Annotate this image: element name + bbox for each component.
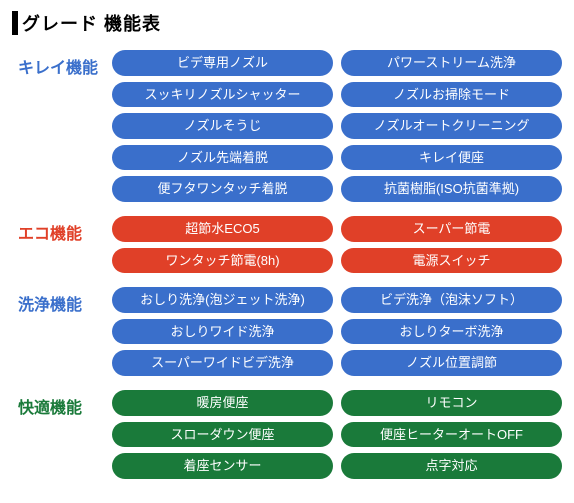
section-label: エコ機能	[12, 216, 112, 244]
feature-pill: 抗菌樹脂(ISO抗菌準拠)	[341, 176, 562, 202]
pill-grid: おしり洗浄(泡ジェット洗浄) ビデ洗浄（泡沫ソフト） おしりワイド洗浄おしりターボ洗…	[112, 287, 562, 376]
feature-pill: ノズルオートクリーニング	[341, 113, 562, 139]
section-label: 快適機能	[12, 390, 112, 418]
feature-pill: ノズルそうじ	[112, 113, 333, 139]
title-accent-bar	[12, 11, 18, 35]
feature-pill: ビデ専用ノズル	[112, 50, 333, 76]
feature-pill: 暖房便座	[112, 390, 333, 416]
pill-grid: 超節水ECO5 スーパー節電ワンタッチ節電(8h) 電源スイッチ	[112, 216, 562, 273]
pill-grid: 暖房便座リモコンスローダウン便座便座ヒーターオートOFF 着座センサー点字対応	[112, 390, 562, 479]
feature-pill: パワーストリーム洗浄	[341, 50, 562, 76]
feature-pill: ノズルお掃除モード	[341, 82, 562, 108]
section-label: キレイ機能	[12, 50, 112, 78]
page-title: グレード 機能表	[22, 10, 161, 36]
feature-pill: ノズル先端着脱	[112, 145, 333, 171]
feature-pill: おしりターボ洗浄	[341, 319, 562, 345]
feature-pill: ワンタッチ節電(8h)	[112, 248, 333, 274]
feature-pill: 点字対応	[341, 453, 562, 479]
feature-section: キレイ機能ビデ専用ノズルパワーストリーム洗浄スッキリノズルシャッターノズルお掃除…	[12, 50, 562, 202]
feature-pill: スーパーワイドビデ洗浄	[112, 350, 333, 376]
feature-section: 快適機能暖房便座リモコンスローダウン便座便座ヒーターオートOFF 着座センサー点字…	[12, 390, 562, 479]
feature-pill: リモコン	[341, 390, 562, 416]
feature-pill: 便フタワンタッチ着脱	[112, 176, 333, 202]
page-title-wrap: グレード 機能表	[12, 10, 562, 36]
sections-container: キレイ機能ビデ専用ノズルパワーストリーム洗浄スッキリノズルシャッターノズルお掃除…	[12, 50, 562, 479]
feature-pill: 電源スイッチ	[341, 248, 562, 274]
section-label: 洗浄機能	[12, 287, 112, 315]
feature-section: 洗浄機能おしり洗浄(泡ジェット洗浄) ビデ洗浄（泡沫ソフト） おしりワイド洗浄おしり…	[12, 287, 562, 376]
feature-pill: キレイ便座	[341, 145, 562, 171]
feature-pill: スッキリノズルシャッター	[112, 82, 333, 108]
feature-section: エコ機能超節水ECO5 スーパー節電ワンタッチ節電(8h) 電源スイッチ	[12, 216, 562, 273]
feature-pill: スーパー節電	[341, 216, 562, 242]
feature-pill: 便座ヒーターオートOFF	[341, 422, 562, 448]
feature-pill: おしり洗浄(泡ジェット洗浄)	[112, 287, 333, 313]
feature-pill: 着座センサー	[112, 453, 333, 479]
pill-grid: ビデ専用ノズルパワーストリーム洗浄スッキリノズルシャッターノズルお掃除モードノズ…	[112, 50, 562, 202]
feature-pill: スローダウン便座	[112, 422, 333, 448]
feature-pill: ノズル位置調節	[341, 350, 562, 376]
feature-pill: おしりワイド洗浄	[112, 319, 333, 345]
feature-pill: 超節水ECO5	[112, 216, 333, 242]
feature-pill: ビデ洗浄（泡沫ソフト）	[341, 287, 562, 313]
